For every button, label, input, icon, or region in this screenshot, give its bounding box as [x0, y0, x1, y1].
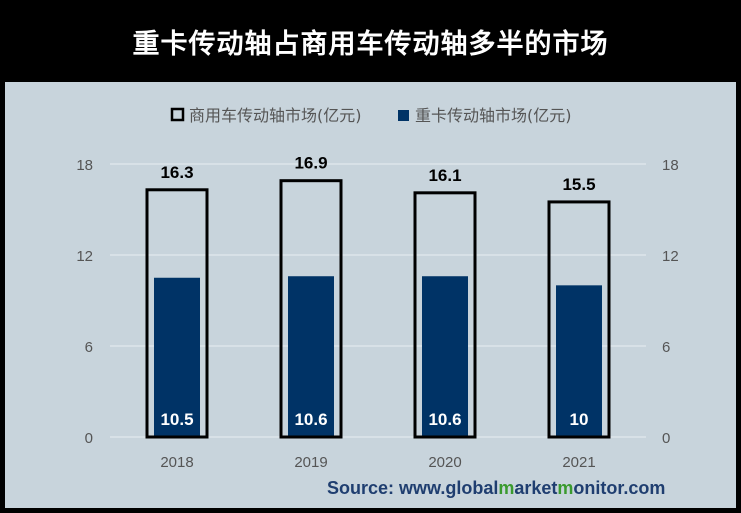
y-tick-right: 6: [662, 339, 670, 356]
x-tick-label: 2020: [428, 454, 461, 471]
y-tick-left: 6: [85, 339, 93, 356]
data-label-filled: 10.5: [160, 410, 193, 429]
data-label-outline: 16.1: [428, 166, 461, 185]
legend-label-outline: 商用车传动轴市场(亿元): [189, 106, 362, 125]
bar-outline: [145, 188, 209, 439]
bar-filled: [556, 285, 602, 437]
bar-filled: [154, 277, 200, 437]
y-tick-left: 18: [76, 157, 93, 174]
chart-title: 重卡传动轴占商用车传动轴多半的市场: [132, 28, 609, 60]
legend-swatch-filled: [398, 110, 409, 121]
x-tick-label: 2019: [294, 454, 327, 471]
x-tick-label: 2021: [562, 454, 595, 471]
bar-outline: [547, 200, 611, 439]
data-label-filled: 10: [570, 410, 589, 429]
bar-outline: [279, 179, 343, 439]
bar-outline: [413, 191, 477, 439]
legend-swatch-outline: [170, 107, 185, 122]
bar-filled: [288, 276, 334, 437]
x-tick-label: 2018: [160, 454, 193, 471]
y-tick-right: 18: [662, 157, 679, 174]
y-tick-right: 0: [662, 430, 670, 447]
y-tick-right: 12: [662, 248, 679, 265]
data-label-outline: 15.5: [562, 175, 595, 194]
data-label-filled: 10.6: [428, 410, 461, 429]
y-tick-left: 0: [85, 430, 93, 447]
source-text: Source: www.globalmarketmonitor.com: [327, 478, 666, 498]
data-label-filled: 10.6: [294, 410, 327, 429]
data-label-outline: 16.9: [294, 154, 327, 173]
data-label-outline: 16.3: [160, 163, 193, 182]
legend-label-filled: 重卡传动轴市场(亿元): [415, 106, 572, 125]
bar-filled: [422, 276, 468, 437]
y-tick-left: 12: [76, 248, 93, 265]
